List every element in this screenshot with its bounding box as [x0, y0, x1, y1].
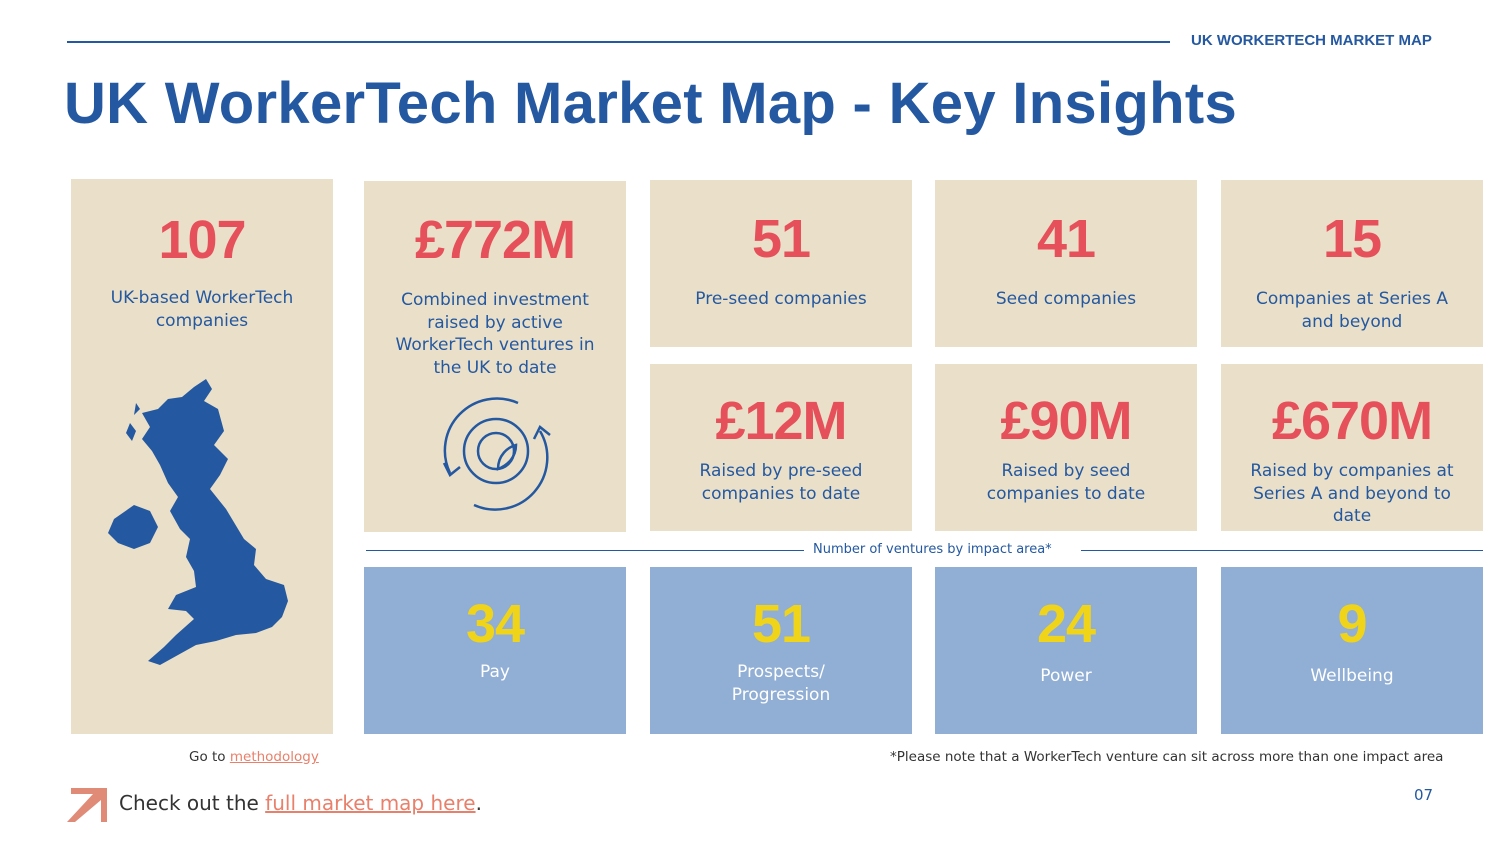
impact-value: 34 [465, 594, 525, 654]
gear-leaf-cycle-icon [442, 397, 551, 511]
period: . [475, 791, 482, 815]
stat-value: £670M [1271, 391, 1433, 451]
header-label: UK WORKERTECH MARKET MAP [1191, 32, 1432, 49]
stat-value: 107 [158, 210, 246, 270]
stat-card-seed: 41 Seed companies [935, 180, 1197, 347]
stat-card-seed-raised: £90M Raised by seed companies to date [935, 364, 1197, 531]
stat-desc: Companies at Series A and beyond [1255, 289, 1449, 332]
footnote: *Please note that a WorkerTech venture c… [890, 749, 1444, 765]
impact-value: 9 [1337, 594, 1367, 654]
arrow-up-right-icon [67, 788, 107, 822]
impact-name: Pay [480, 662, 510, 682]
stat-desc: Raised by pre-seed companies to date [699, 461, 863, 504]
impact-value: 51 [751, 594, 811, 654]
divider-right [1081, 550, 1483, 551]
impact-name: Wellbeing [1310, 666, 1394, 686]
stat-value: 51 [751, 209, 811, 269]
stat-desc: UK-based WorkerTech companies [110, 288, 294, 331]
stat-desc: Pre-seed companies [695, 289, 867, 309]
stat-value: £772M [414, 210, 576, 270]
stat-desc: Raised by seed companies to date [986, 461, 1146, 504]
impact-name: Prospects/ Progression [731, 662, 831, 705]
stat-desc: Raised by companies at Series A and beyo… [1250, 461, 1454, 526]
stat-value: £90M [1000, 391, 1132, 451]
impact-card-pay: 34 Pay [364, 567, 626, 734]
stat-card-companies: 107 UK-based WorkerTech companies [71, 179, 333, 734]
impact-area-label: Number of ventures by impact area* [813, 542, 1052, 557]
page-number: 07 [1414, 786, 1434, 804]
stat-card-investment: £772M Combined investment raised by acti… [364, 181, 626, 532]
stat-card-series-a-raised: £670M Raised by companies at Series A an… [1221, 364, 1483, 531]
header-rule [67, 41, 1170, 43]
stat-desc: Seed companies [995, 289, 1137, 309]
full-market-map-link[interactable]: full market map here [265, 791, 476, 815]
stat-value: £12M [715, 391, 847, 451]
market-map-line: Check out the full market map here. [119, 791, 482, 815]
uk-map-icon [108, 379, 288, 665]
impact-value: 24 [1036, 594, 1096, 654]
stat-card-preseed-raised: £12M Raised by pre-seed companies to dat… [650, 364, 912, 531]
goto-text: Go to [189, 749, 230, 765]
impact-card-wellbeing: 9 Wellbeing [1221, 567, 1483, 734]
stat-desc: Combined investment raised by active Wor… [395, 290, 595, 378]
impact-card-prospects: 51 Prospects/ Progression [650, 567, 912, 734]
page-title: UK WorkerTech Market Map - Key Insights [64, 71, 1238, 136]
impact-name: Power [1040, 666, 1092, 686]
methodology-link[interactable]: methodology [229, 749, 319, 765]
stat-card-series-a: 15 Companies at Series A and beyond [1221, 180, 1483, 347]
stat-card-preseed: 51 Pre-seed companies [650, 180, 912, 347]
impact-card-power: 24 Power [935, 567, 1197, 734]
check-text: Check out the [119, 791, 266, 815]
stat-value: 41 [1036, 209, 1096, 269]
stat-value: 15 [1322, 209, 1382, 269]
divider-left [366, 550, 804, 551]
methodology-line: Go to methodology [189, 749, 319, 765]
